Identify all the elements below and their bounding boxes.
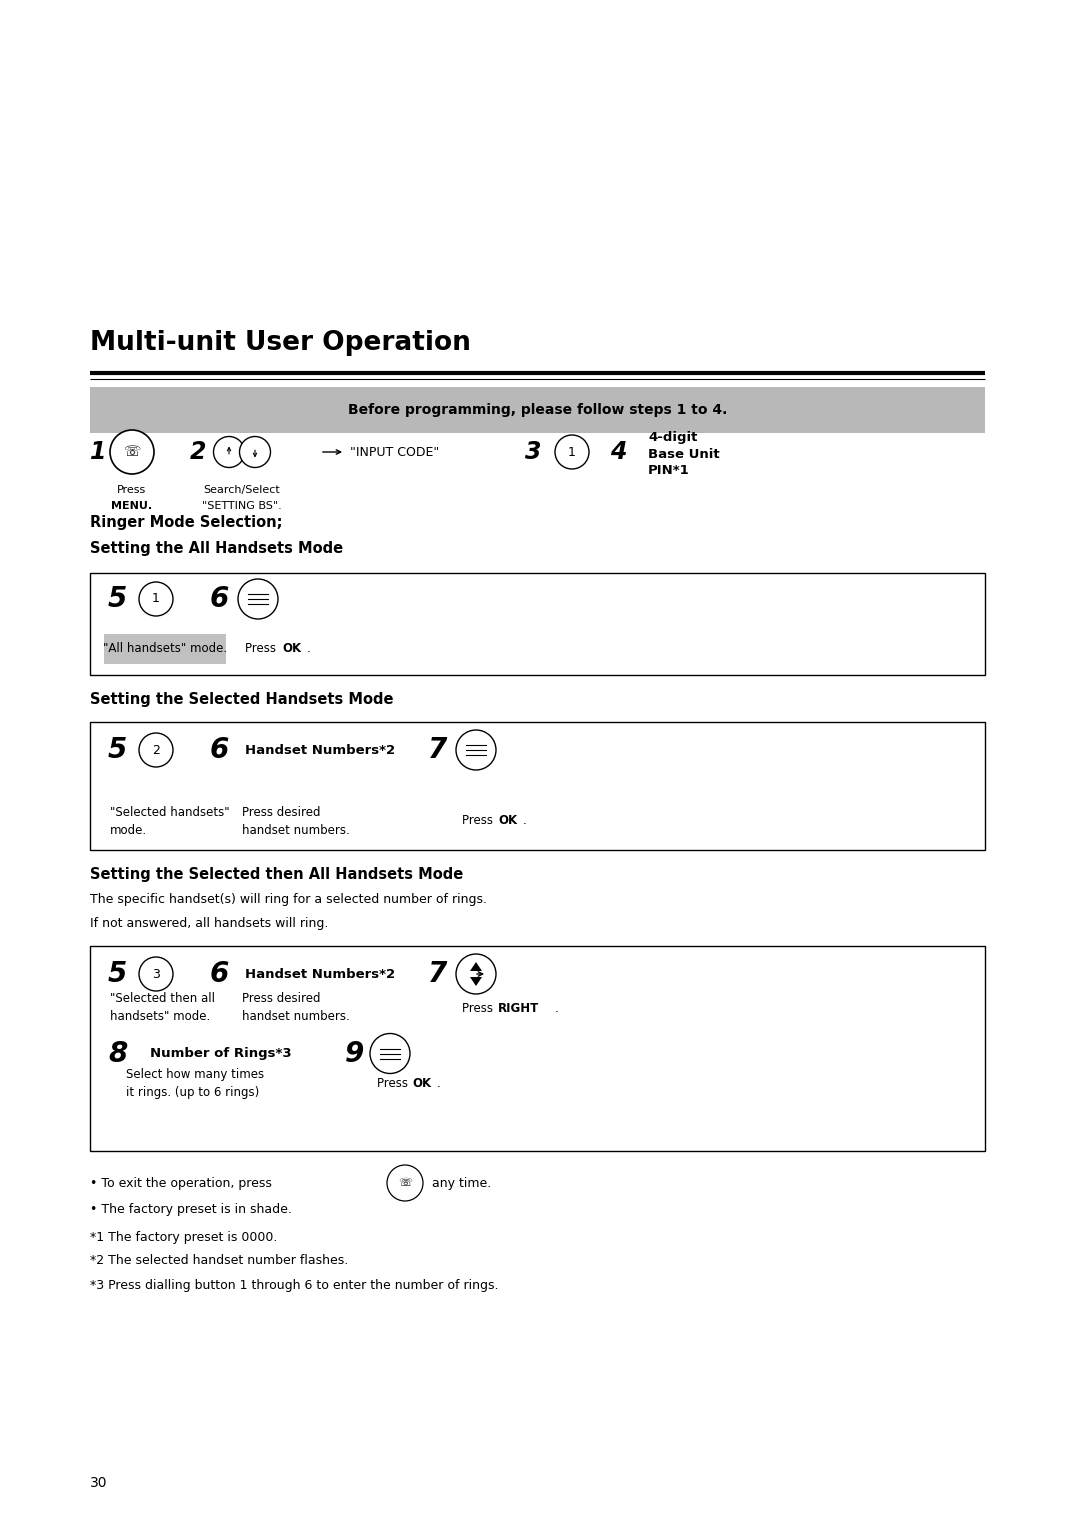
Circle shape xyxy=(456,953,496,995)
Text: Multi-unit User Operation: Multi-unit User Operation xyxy=(90,330,471,356)
Text: 9: 9 xyxy=(345,1039,364,1068)
Text: 4: 4 xyxy=(610,440,626,465)
Text: 2: 2 xyxy=(152,744,160,756)
Circle shape xyxy=(238,579,278,619)
Text: 4-digit: 4-digit xyxy=(648,431,698,445)
Text: MENU.: MENU. xyxy=(111,501,152,510)
Text: 3: 3 xyxy=(525,440,541,465)
Polygon shape xyxy=(470,976,482,986)
FancyBboxPatch shape xyxy=(90,387,985,432)
FancyBboxPatch shape xyxy=(90,723,985,850)
Text: RIGHT: RIGHT xyxy=(498,1001,539,1015)
Text: 7: 7 xyxy=(428,960,447,989)
Text: mode.: mode. xyxy=(110,824,147,836)
Text: ☏: ☏ xyxy=(399,1178,411,1187)
Text: 30: 30 xyxy=(90,1476,108,1490)
Text: Handset Numbers*2: Handset Numbers*2 xyxy=(245,967,395,981)
Text: PIN*1: PIN*1 xyxy=(648,463,690,477)
Circle shape xyxy=(370,1033,410,1074)
Text: • The factory preset is in shade.: • The factory preset is in shade. xyxy=(90,1204,292,1216)
Text: 3: 3 xyxy=(152,967,160,981)
Text: 6: 6 xyxy=(210,736,229,764)
Text: 8: 8 xyxy=(108,1039,127,1068)
Text: *1 The factory preset is 0000.: *1 The factory preset is 0000. xyxy=(90,1230,278,1244)
Text: Setting the Selected Handsets Mode: Setting the Selected Handsets Mode xyxy=(90,692,393,707)
Text: Number of Rings*3: Number of Rings*3 xyxy=(150,1047,292,1060)
Text: Press: Press xyxy=(245,642,280,656)
Text: Press: Press xyxy=(118,484,147,495)
Text: Handset Numbers*2: Handset Numbers*2 xyxy=(245,744,395,756)
Text: Setting the Selected then All Handsets Mode: Setting the Selected then All Handsets M… xyxy=(90,866,463,882)
Text: 6: 6 xyxy=(210,960,229,989)
Text: "INPUT CODE": "INPUT CODE" xyxy=(350,446,440,458)
Text: Before programming, please follow steps 1 to 4.: Before programming, please follow steps … xyxy=(348,403,727,417)
Text: OK: OK xyxy=(498,814,517,828)
Text: 1: 1 xyxy=(568,446,576,458)
FancyBboxPatch shape xyxy=(90,573,985,675)
Text: Press desired: Press desired xyxy=(242,993,321,1005)
Circle shape xyxy=(456,730,496,770)
Text: "Selected handsets": "Selected handsets" xyxy=(110,805,230,819)
Text: Select how many times: Select how many times xyxy=(126,1068,265,1080)
Text: Press: Press xyxy=(462,814,497,828)
Text: handset numbers.: handset numbers. xyxy=(242,824,350,836)
Text: "SETTING BS".: "SETTING BS". xyxy=(202,501,282,510)
Text: Press desired: Press desired xyxy=(242,805,321,819)
Text: 5: 5 xyxy=(108,585,127,613)
FancyBboxPatch shape xyxy=(104,634,226,665)
Text: Ringer Mode Selection;: Ringer Mode Selection; xyxy=(90,515,283,530)
Text: • To exit the operation, press: • To exit the operation, press xyxy=(90,1177,272,1189)
Text: handsets" mode.: handsets" mode. xyxy=(110,1010,211,1024)
Text: 5: 5 xyxy=(108,960,127,989)
Circle shape xyxy=(110,429,154,474)
Text: Press: Press xyxy=(462,1001,497,1015)
Text: OK: OK xyxy=(411,1077,431,1089)
Circle shape xyxy=(240,437,270,468)
Text: 1: 1 xyxy=(90,440,107,465)
Text: ☏: ☏ xyxy=(123,445,140,458)
Text: 7: 7 xyxy=(428,736,447,764)
Text: .: . xyxy=(523,814,527,828)
Text: 1: 1 xyxy=(152,593,160,605)
Text: .: . xyxy=(307,642,311,656)
Polygon shape xyxy=(470,963,482,970)
Text: "Selected then all: "Selected then all xyxy=(110,993,215,1005)
Text: *2 The selected handset number flashes.: *2 The selected handset number flashes. xyxy=(90,1254,348,1268)
Text: handset numbers.: handset numbers. xyxy=(242,1010,350,1024)
Text: 5: 5 xyxy=(108,736,127,764)
Text: *3 Press dialling button 1 through 6 to enter the number of rings.: *3 Press dialling button 1 through 6 to … xyxy=(90,1279,499,1291)
Text: 6: 6 xyxy=(210,585,229,613)
FancyBboxPatch shape xyxy=(90,946,985,1151)
Text: Press: Press xyxy=(377,1077,411,1089)
Text: OK: OK xyxy=(282,642,301,656)
Text: .: . xyxy=(555,1001,558,1015)
Text: Search/Select: Search/Select xyxy=(204,484,281,495)
Text: any time.: any time. xyxy=(432,1177,491,1189)
Text: Setting the All Handsets Mode: Setting the All Handsets Mode xyxy=(90,541,343,556)
Text: If not answered, all handsets will ring.: If not answered, all handsets will ring. xyxy=(90,917,328,931)
Text: .: . xyxy=(437,1077,441,1089)
Circle shape xyxy=(387,1164,423,1201)
Text: Base Unit: Base Unit xyxy=(648,448,719,460)
Text: 2: 2 xyxy=(190,440,206,465)
Text: The specific handset(s) will ring for a selected number of rings.: The specific handset(s) will ring for a … xyxy=(90,894,487,906)
Circle shape xyxy=(214,437,244,468)
Text: "All handsets" mode.: "All handsets" mode. xyxy=(103,642,227,656)
Text: it rings. (up to 6 rings): it rings. (up to 6 rings) xyxy=(126,1086,259,1099)
